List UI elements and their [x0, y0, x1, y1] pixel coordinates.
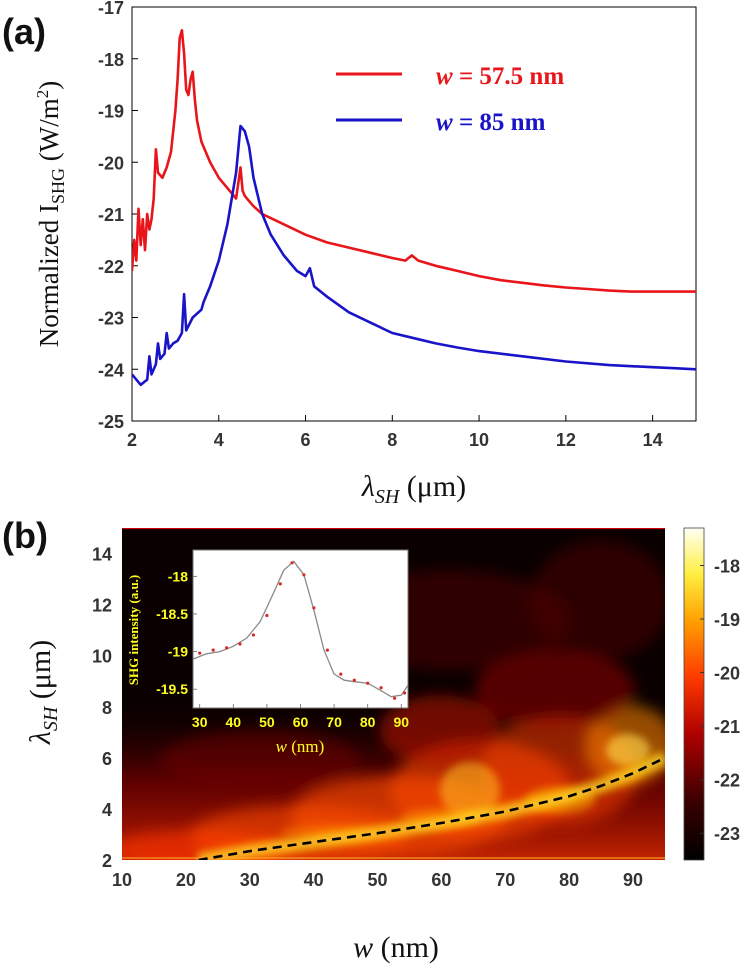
colorbar-tick-label: -23: [714, 824, 740, 844]
colorbar-tick-label: -21: [714, 717, 740, 737]
inset-fit-line: [192, 560, 409, 698]
inset-data-point: [290, 561, 294, 565]
x-tick-label: 90: [623, 870, 643, 890]
panel-b-y-ticks: 2 4 6 8 10 12 14: [92, 545, 112, 871]
x-tick-label: 30: [240, 870, 260, 890]
series-line-w-57-5: [132, 29, 696, 293]
x-tick-label: 50: [368, 870, 388, 890]
inset-x-ticks: 30 40 50 60 70 80 90: [192, 704, 409, 730]
inset-y-tick-label: -19.5: [156, 681, 188, 697]
x-tick-label: 12: [556, 430, 576, 450]
inset-data-point: [379, 686, 383, 690]
inset-x-tick-label: 30: [192, 714, 208, 730]
legend-label-w-57-5: w = 57.5 nm: [436, 63, 564, 90]
inset-data-point: [265, 613, 269, 618]
colorbar-tick-label: -19: [714, 610, 740, 630]
colorbar-tick-label: -20: [714, 664, 740, 684]
inset-y-tick-label: -19: [168, 644, 188, 660]
panel-a-x-axis-title: λSH (μm): [361, 470, 466, 508]
inset-y-ticks: -18 -18.5 -19 -19.5: [156, 568, 197, 697]
inset-data-point: [278, 582, 282, 586]
panel-a-plot: 2 4 6 8 10 12 14 -25 -24 -23 -22 -21 -20 -19 -18 -17 w…: [33, 0, 697, 508]
panel-b-x-ticks: 10 20 30 40 50 60 70 80 90: [112, 870, 643, 890]
inset-data-point: [339, 672, 343, 676]
y-tick-label: -23: [98, 309, 124, 329]
x-tick-label: 6: [301, 430, 311, 450]
series-line-w-85: [132, 124, 696, 387]
inset-x-tick-label: 80: [360, 714, 376, 730]
x-tick-label: 10: [112, 870, 132, 890]
x-tick-label: 4: [214, 430, 224, 450]
inset-x-tick-label: 70: [326, 714, 342, 730]
inset-data-point: [352, 678, 356, 682]
y-tick-label: 10: [92, 647, 112, 667]
inset-data-point: [312, 606, 316, 610]
y-tick-label: -19: [98, 102, 124, 122]
x-tick-label: 80: [559, 870, 579, 890]
resonance-curve-dashed: [198, 756, 665, 860]
x-tick-label: 20: [176, 870, 196, 890]
y-tick-label: -25: [98, 412, 124, 432]
panel-b-y-axis-title: λSH (μm): [24, 640, 62, 745]
y-tick-label: -24: [98, 360, 124, 380]
inset-data-point: [211, 648, 215, 652]
y-tick-label: -21: [98, 205, 124, 225]
colorbar-tick-label: -18: [714, 556, 740, 576]
y-tick-label: -22: [98, 257, 124, 277]
y-tick-label: 4: [102, 800, 112, 820]
panel-b-x-axis-title: w (nm): [353, 931, 439, 964]
legend-label-w-85: w = 85 nm: [436, 109, 546, 136]
y-tick-label: 14: [92, 545, 112, 565]
y-tick-label: 8: [102, 698, 112, 718]
colorbar-ramp: [683, 527, 705, 861]
panel-a-x-ticks: 2 4 6 8 10 12 14: [127, 415, 663, 450]
panel-a-y-ticks: -25 -24 -23 -22 -21 -20 -19 -18 -17: [98, 0, 138, 432]
x-tick-label: 70: [495, 870, 515, 890]
panel-a-y-axis-title: Normalized ISHG (W/m2): [33, 81, 68, 347]
inset-data-point: [198, 651, 202, 655]
legend: w = 57.5 nm w = 85 nm: [336, 63, 564, 136]
colorbar-ticks: -18 -19 -20 -21 -22 -23: [700, 556, 740, 844]
inset-data-point: [393, 696, 397, 700]
colorbar-tick-label: -22: [714, 771, 740, 791]
inset-data-point: [302, 573, 306, 577]
y-tick-label: -18: [98, 50, 124, 70]
x-tick-label: 14: [643, 430, 663, 450]
x-tick-label: 40: [304, 870, 324, 890]
inset-x-tick-label: 40: [226, 714, 242, 730]
inset-data-point: [251, 633, 256, 637]
inset-data-point: [238, 642, 242, 646]
inset-y-tick-label: -18.5: [156, 606, 188, 622]
inset-data-point: [325, 648, 329, 652]
panel-b-plot: 10 20 30 40 50 60 70 80 90 2 4 6 8 10 12 14 w (nm) λSH…: [24, 527, 740, 964]
y-tick-label: 12: [92, 596, 112, 616]
inset-x-tick-label: 90: [393, 714, 409, 730]
inset-y-tick-label: -18: [168, 568, 188, 584]
x-tick-label: 2: [127, 430, 137, 450]
inset-x-axis-title: w (nm): [276, 737, 325, 756]
panel-a-label: (a): [2, 11, 46, 52]
x-tick-label: 8: [387, 430, 397, 450]
y-tick-label: -17: [98, 0, 124, 18]
inset-data-points: [198, 561, 407, 700]
y-tick-label: 2: [102, 851, 112, 871]
inset-data-point: [366, 681, 370, 685]
x-tick-label: 60: [431, 870, 451, 890]
inset-frame: [192, 549, 409, 709]
panel-a-frame: [131, 6, 697, 422]
inset-x-tick-label: 50: [259, 714, 275, 730]
y-tick-label: 6: [102, 749, 112, 769]
x-tick-label: 10: [469, 430, 489, 450]
inset-y-axis-title: SHG intensity (a.u.): [126, 575, 141, 686]
inset-data-point: [403, 691, 407, 695]
y-tick-label: -20: [98, 153, 124, 173]
inset-data-point: [225, 646, 229, 650]
panel-b-label: (b): [2, 515, 48, 556]
inset: 30 40 50 60 70 80 90 -18 -18.5 -19 -19.5 SHG inte…: [126, 549, 409, 756]
inset-x-tick-label: 60: [293, 714, 309, 730]
colorbar: -18 -19 -20 -21 -22 -23: [683, 527, 740, 861]
